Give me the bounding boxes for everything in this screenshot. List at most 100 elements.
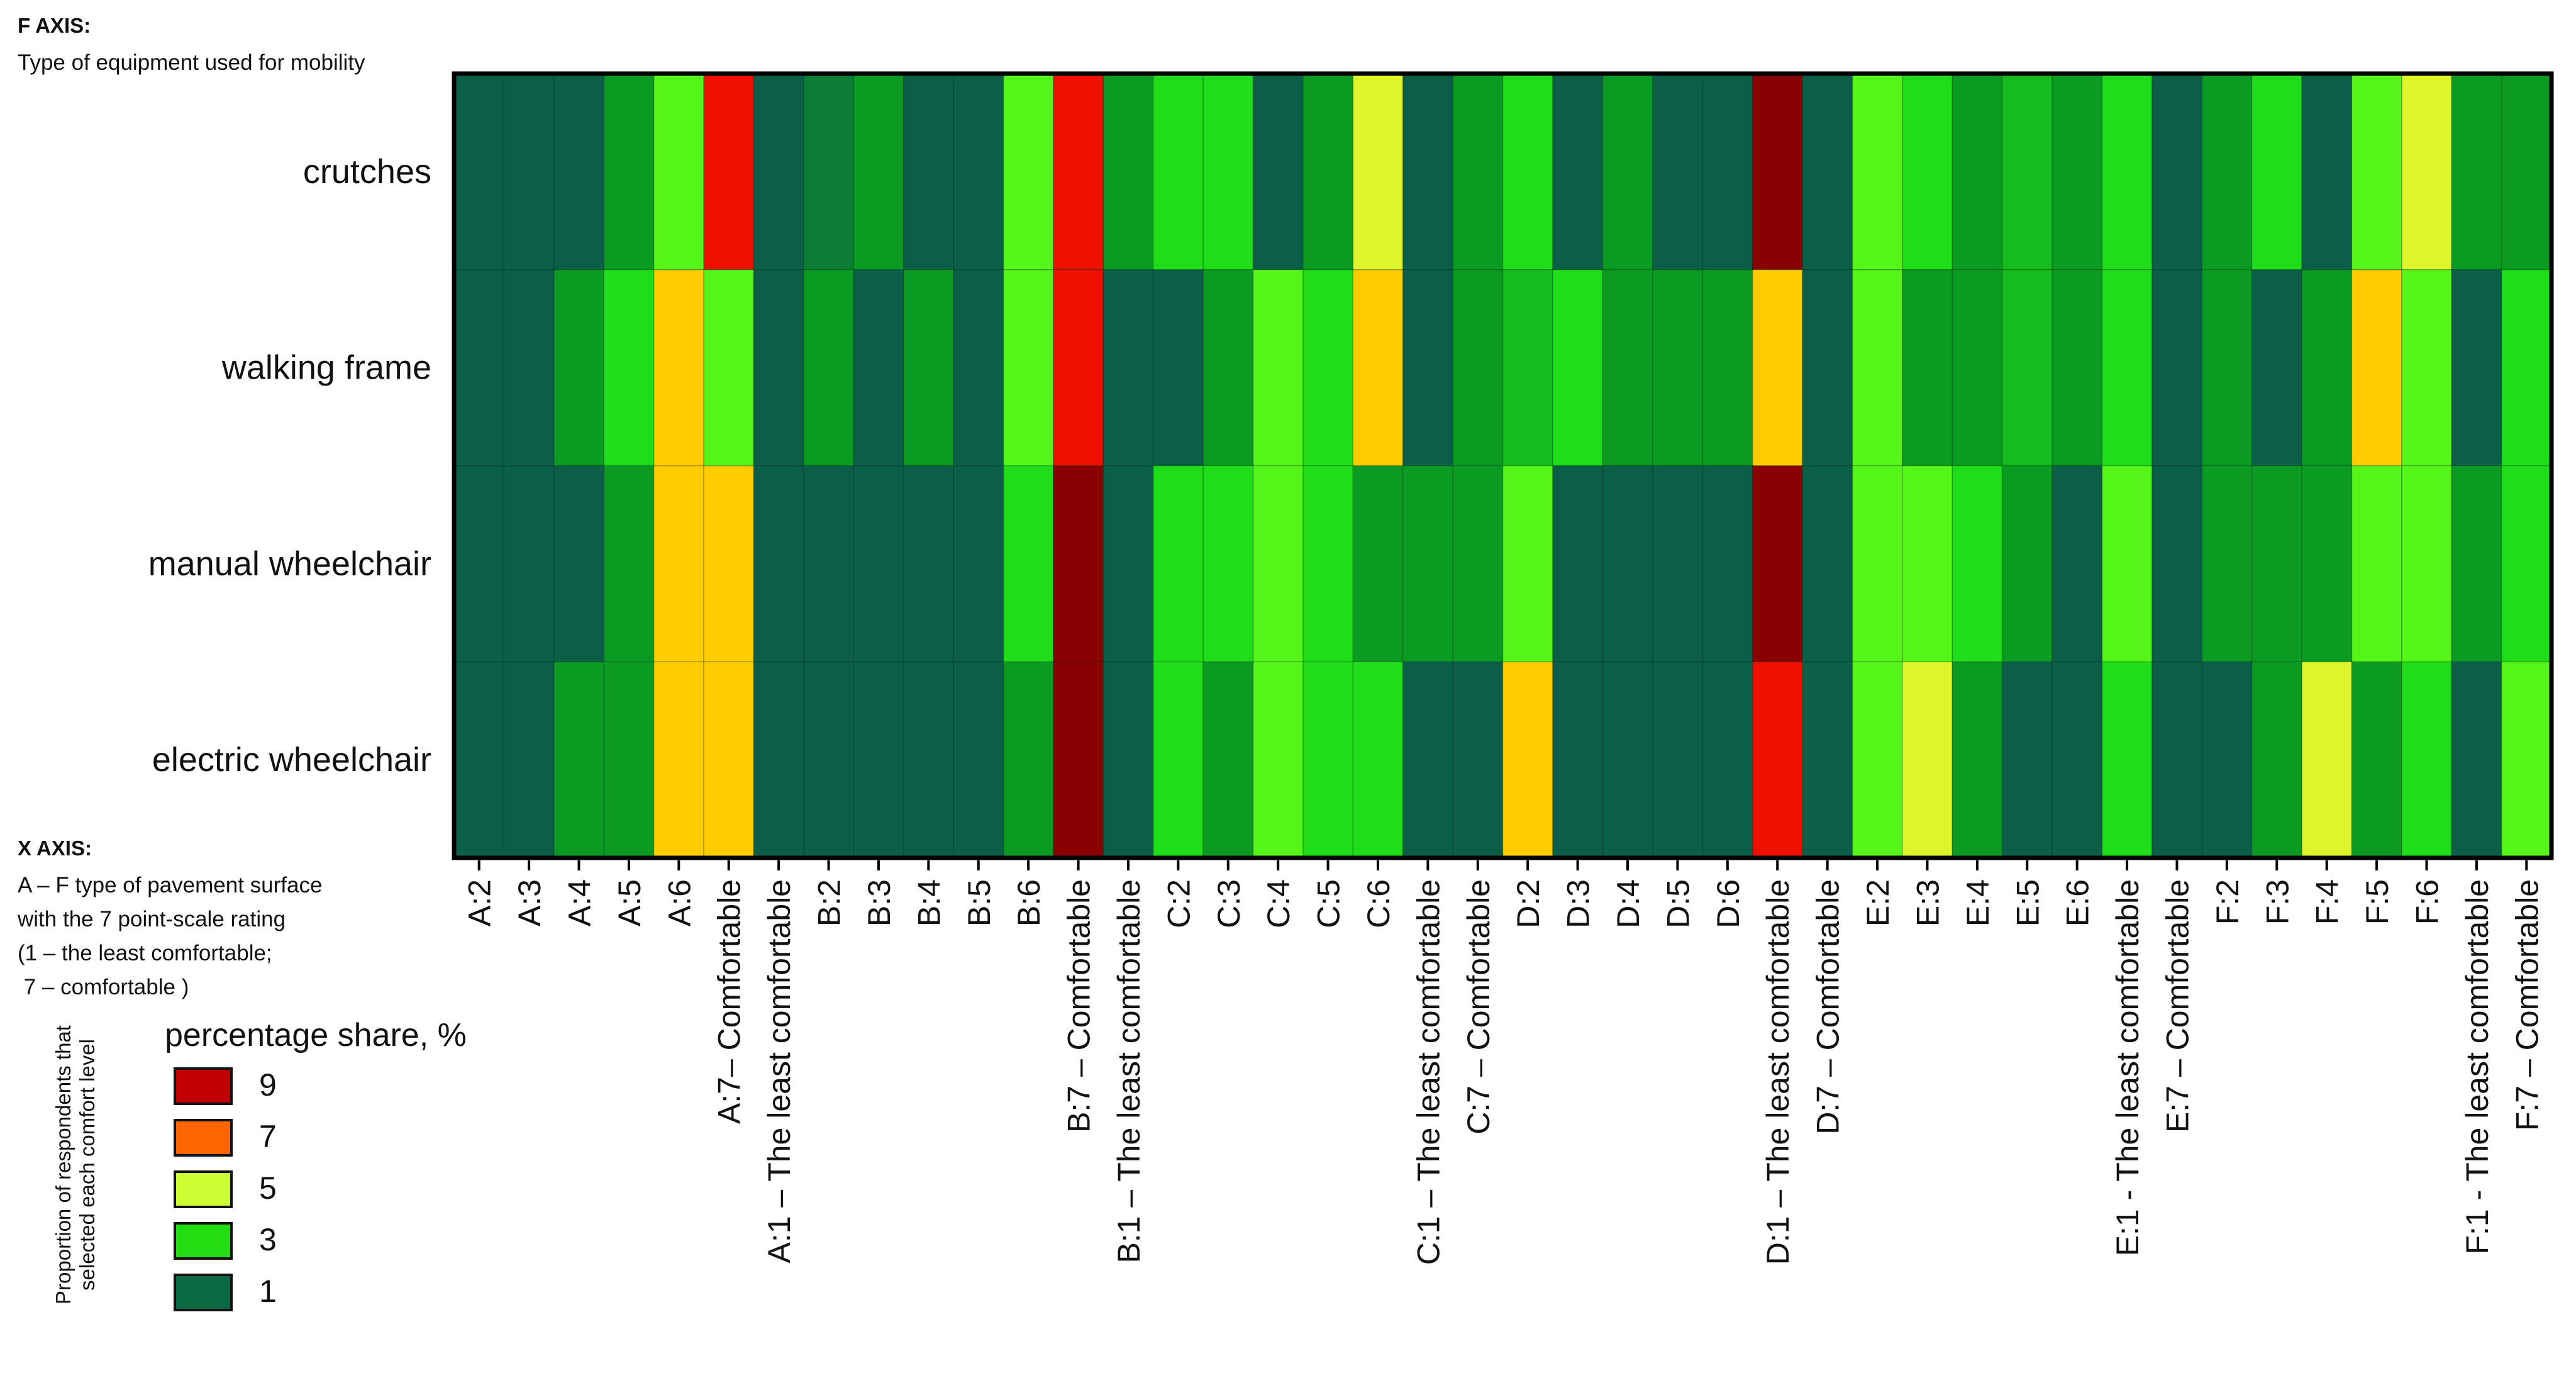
heatmap-cell bbox=[853, 465, 904, 663]
heatmap-cell bbox=[1053, 269, 1104, 467]
f-axis-subtitle: Type of equipment used for mobility bbox=[18, 50, 365, 75]
heatmap-cell bbox=[902, 465, 955, 663]
column-label: F:7 – Comfortable bbox=[2509, 879, 2545, 1131]
x-axis-description-line: A – F type of pavement surface bbox=[18, 873, 323, 897]
column-label: E:7 – Comfortable bbox=[2160, 879, 2195, 1133]
heatmap-cell bbox=[1252, 269, 1304, 467]
heatmap-cell bbox=[1152, 73, 1204, 271]
heatmap-cell bbox=[1202, 465, 1254, 663]
column-label: D:2 bbox=[1511, 879, 1546, 928]
heatmap-cell bbox=[1302, 661, 1354, 859]
heatmap-cell bbox=[553, 73, 605, 271]
column-label: D:7 – Comfortable bbox=[1811, 879, 1846, 1135]
row-label: manual wheelchair bbox=[148, 545, 431, 582]
legend-swatch bbox=[174, 1119, 233, 1157]
heatmap-cell bbox=[1502, 269, 1554, 467]
heatmap-cell bbox=[803, 73, 855, 271]
legend-swatch bbox=[174, 1274, 233, 1311]
column-label: B:6 bbox=[1011, 879, 1046, 926]
heatmap-cell bbox=[553, 269, 605, 467]
heatmap-cell bbox=[1552, 269, 1604, 467]
heatmap-cell bbox=[2451, 73, 2502, 271]
heatmap-cell bbox=[2251, 73, 2303, 271]
heatmap-cell bbox=[1202, 269, 1254, 467]
heatmap-cell bbox=[503, 269, 555, 467]
heatmap-cell bbox=[953, 661, 1004, 859]
column-label: A:6 bbox=[662, 879, 697, 926]
heatmap-cell bbox=[1402, 269, 1454, 467]
heatmap-cell bbox=[2151, 465, 2203, 663]
heatmap-cell bbox=[503, 73, 555, 271]
legend-value: 7 bbox=[259, 1119, 277, 1154]
heatmap-cell bbox=[2201, 73, 2253, 271]
column-label: D:6 bbox=[1711, 879, 1746, 928]
heatmap-cell bbox=[1852, 269, 1904, 467]
plot-frame bbox=[452, 71, 2554, 860]
column-label: E:4 bbox=[1960, 879, 1996, 926]
heatmap-cell bbox=[1652, 661, 1704, 859]
column-label: A:4 bbox=[562, 879, 597, 926]
x-ticks bbox=[477, 860, 2528, 870]
heatmap-cell bbox=[853, 73, 904, 271]
heatmap-cell bbox=[2401, 269, 2453, 467]
heatmap-cell bbox=[2351, 661, 2403, 859]
heatmap-cell bbox=[1152, 661, 1204, 859]
heatmap-cell bbox=[1552, 661, 1604, 859]
legend-value: 3 bbox=[259, 1222, 277, 1257]
heatmap-cell bbox=[2051, 465, 2103, 663]
heatmap-cell bbox=[1802, 661, 1853, 859]
heatmap-cell bbox=[1652, 465, 1704, 663]
heatmap-cell bbox=[603, 661, 655, 859]
heatmap-cell bbox=[603, 73, 655, 271]
heatmap-cell bbox=[2101, 465, 2153, 663]
heatmap-cell bbox=[1352, 269, 1404, 467]
heatmap-cell bbox=[1002, 465, 1055, 663]
heatmap-cell bbox=[1602, 661, 1654, 859]
column-label: C:7 – Comfortable bbox=[1461, 879, 1496, 1135]
heatmap-cell bbox=[1102, 269, 1155, 467]
heatmap-cell bbox=[2151, 73, 2203, 271]
column-label: C:6 bbox=[1361, 879, 1396, 928]
heatmap-cell bbox=[1901, 73, 1953, 271]
x-axis-title: X AXIS: bbox=[18, 836, 92, 860]
heatmap-cell bbox=[753, 269, 805, 467]
heatmap-cell bbox=[2251, 465, 2303, 663]
heatmap-cell bbox=[1752, 465, 1804, 663]
column-label: C:2 bbox=[1161, 879, 1196, 928]
heatmap-cell bbox=[1202, 661, 1254, 859]
column-label: F:4 bbox=[2310, 879, 2345, 925]
heatmap-cell bbox=[2101, 661, 2153, 859]
column-label: A:5 bbox=[612, 879, 647, 926]
heatmap-cell bbox=[1752, 269, 1804, 467]
heatmap-cell bbox=[902, 269, 955, 467]
heatmap-cell bbox=[453, 269, 505, 467]
heatmap-cell bbox=[1002, 269, 1055, 467]
heatmap-cell bbox=[2301, 73, 2353, 271]
heatmap-cell bbox=[1402, 73, 1454, 271]
heatmap-cell bbox=[653, 465, 705, 663]
heatmap-cell bbox=[803, 661, 855, 859]
heatmap-cell bbox=[953, 73, 1004, 271]
heatmap-cell bbox=[803, 465, 855, 663]
heatmap-cell bbox=[1352, 73, 1404, 271]
heatmap-cell bbox=[1002, 661, 1055, 859]
heatmap-cell bbox=[1402, 465, 1454, 663]
heatmap-cell bbox=[2451, 269, 2502, 467]
heatmap-cell bbox=[453, 73, 505, 271]
heatmap-cell bbox=[1352, 661, 1404, 859]
legend-side-label: Proportion of respondents that selected … bbox=[52, 1025, 99, 1304]
column-label: A:3 bbox=[512, 879, 547, 926]
legend-swatch bbox=[174, 1170, 233, 1208]
heatmap-cell bbox=[803, 269, 855, 467]
column-label: D:4 bbox=[1611, 879, 1646, 928]
heatmap-cell bbox=[653, 661, 705, 859]
legend-value: 9 bbox=[259, 1067, 277, 1103]
f-axis-title: F AXIS: bbox=[18, 14, 91, 37]
heatmap-cell bbox=[2001, 661, 2053, 859]
column-label: E:2 bbox=[1860, 879, 1896, 926]
heatmap-cell bbox=[1752, 661, 1804, 859]
heatmap-cell bbox=[1502, 73, 1554, 271]
row-label: crutches bbox=[303, 153, 431, 191]
heatmap-cell bbox=[753, 73, 805, 271]
heatmap-cell bbox=[653, 73, 705, 271]
